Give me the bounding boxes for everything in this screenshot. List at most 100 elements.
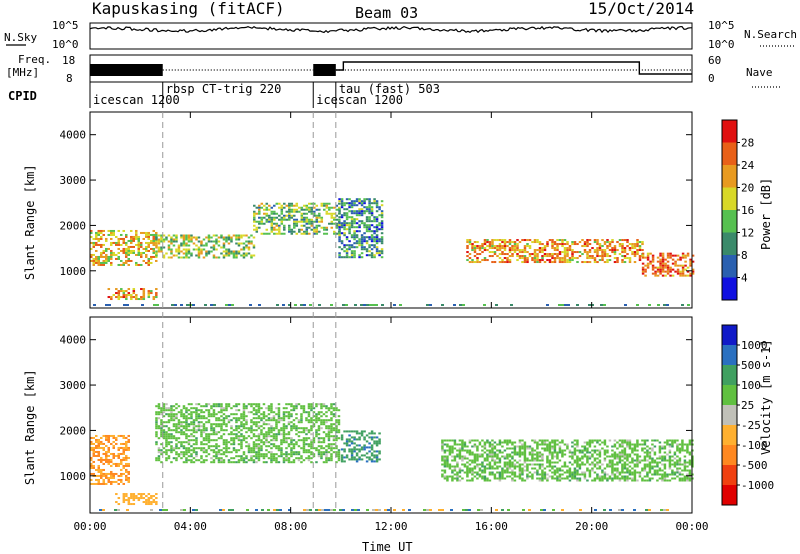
echo-cell xyxy=(270,425,273,428)
echo-cell xyxy=(225,425,228,428)
echo-cell xyxy=(551,447,554,450)
echo-cell xyxy=(628,247,632,250)
echo-cell xyxy=(313,210,316,213)
echo-cell xyxy=(307,419,311,422)
echo-cell xyxy=(155,497,158,500)
echo-cell xyxy=(533,463,537,466)
echo-cell xyxy=(95,478,98,481)
echo-cell xyxy=(623,455,627,458)
echo-cell xyxy=(488,241,492,244)
echo-cell xyxy=(302,449,306,452)
echo-cell xyxy=(598,245,602,248)
echo-cell xyxy=(375,210,379,213)
echo-cell xyxy=(443,465,447,468)
echo-cell xyxy=(516,255,519,258)
echo-cell xyxy=(338,216,341,219)
echo-cell xyxy=(596,253,599,256)
echo-cell xyxy=(240,439,243,442)
echo-cell xyxy=(573,459,577,462)
echo-cell xyxy=(613,475,617,478)
echo-cell xyxy=(95,257,98,260)
echo-cell xyxy=(563,239,567,242)
echo-cell xyxy=(623,461,627,464)
echo-cell xyxy=(611,449,614,452)
echo-cell xyxy=(290,455,293,458)
echo-cell xyxy=(312,407,316,410)
echo-cell xyxy=(553,253,557,256)
echo-cell xyxy=(676,463,679,466)
echo-cell xyxy=(267,417,271,420)
echo-cell xyxy=(468,453,472,456)
echo-cell xyxy=(288,208,291,211)
echo-cell xyxy=(220,419,223,422)
echo-cell xyxy=(165,433,168,436)
echo-cell xyxy=(212,403,216,406)
echo-cell xyxy=(317,439,321,442)
echo-cell xyxy=(222,246,226,249)
echo-cell xyxy=(202,443,206,446)
echo-cell xyxy=(553,469,557,472)
echo-cell xyxy=(623,249,627,252)
echo-cell xyxy=(375,436,379,439)
echo-cell xyxy=(237,234,241,237)
echo-cell xyxy=(476,457,479,460)
echo-cell xyxy=(508,461,512,464)
echo-cell xyxy=(155,419,158,422)
echo-cell xyxy=(257,451,261,454)
echo-cell xyxy=(102,446,105,449)
echo-cell xyxy=(623,477,627,480)
echo-cell xyxy=(483,479,487,482)
echo-cell xyxy=(100,440,103,443)
echo-cell xyxy=(155,443,158,446)
echo-cell xyxy=(305,457,308,460)
echo-cell xyxy=(446,463,449,466)
echo-cell xyxy=(353,438,356,441)
echo-cell xyxy=(608,463,612,466)
echo-cell xyxy=(242,242,246,245)
echo-cell xyxy=(292,459,296,462)
echo-cell xyxy=(373,460,376,463)
echo-cell xyxy=(461,477,464,480)
echo-cell xyxy=(97,452,100,455)
echo-cell xyxy=(172,409,176,412)
echo-cell xyxy=(200,441,203,444)
echo-cell xyxy=(260,206,264,209)
echo-cell xyxy=(260,441,263,444)
echo-cell xyxy=(157,449,161,452)
echo-cell xyxy=(471,439,474,442)
echo-cell xyxy=(150,292,153,295)
echo-cell xyxy=(483,239,487,242)
echo-cell xyxy=(571,241,574,244)
echo-cell xyxy=(317,425,321,428)
echo-cell xyxy=(207,415,211,418)
echo-cell xyxy=(270,224,274,227)
echo-cell xyxy=(370,446,374,449)
echo-cell xyxy=(611,453,614,456)
echo-cell xyxy=(628,453,632,456)
echo-cell xyxy=(110,249,113,252)
echo-cell xyxy=(498,457,502,460)
ground-scatter-cell xyxy=(465,509,468,511)
echo-cell xyxy=(583,251,587,254)
echo-cell xyxy=(330,435,333,438)
echo-cell xyxy=(543,249,547,252)
echo-cell xyxy=(155,255,158,258)
echo-cell xyxy=(578,477,582,480)
echo-cell xyxy=(375,220,379,223)
echo-cell xyxy=(152,255,155,258)
echo-cell xyxy=(237,403,241,406)
echo-cell xyxy=(518,241,522,244)
echo-cell xyxy=(270,451,273,454)
echo-cell xyxy=(596,475,599,478)
echo-cell xyxy=(135,233,138,236)
echo-cell xyxy=(200,405,203,408)
echo-cell xyxy=(373,244,376,247)
echo-cell xyxy=(350,244,354,247)
ground-scatter-cell xyxy=(360,304,363,306)
echo-cell xyxy=(493,455,497,458)
echo-cell xyxy=(273,222,276,225)
echo-cell xyxy=(165,403,168,406)
nave-label: Nave xyxy=(746,66,773,79)
echo-cell xyxy=(207,236,211,239)
echo-cell xyxy=(185,461,188,464)
